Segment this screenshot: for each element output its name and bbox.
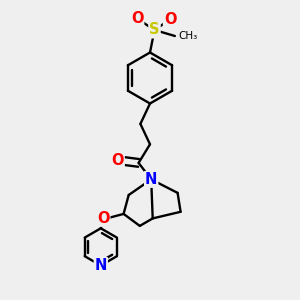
Text: CH₃: CH₃ [178, 31, 198, 41]
Text: N: N [94, 258, 107, 273]
Text: O: O [131, 11, 143, 26]
Text: O: O [111, 153, 124, 168]
Text: N: N [145, 172, 158, 187]
Text: S: S [149, 22, 160, 38]
Text: O: O [164, 12, 176, 27]
Text: O: O [97, 211, 110, 226]
